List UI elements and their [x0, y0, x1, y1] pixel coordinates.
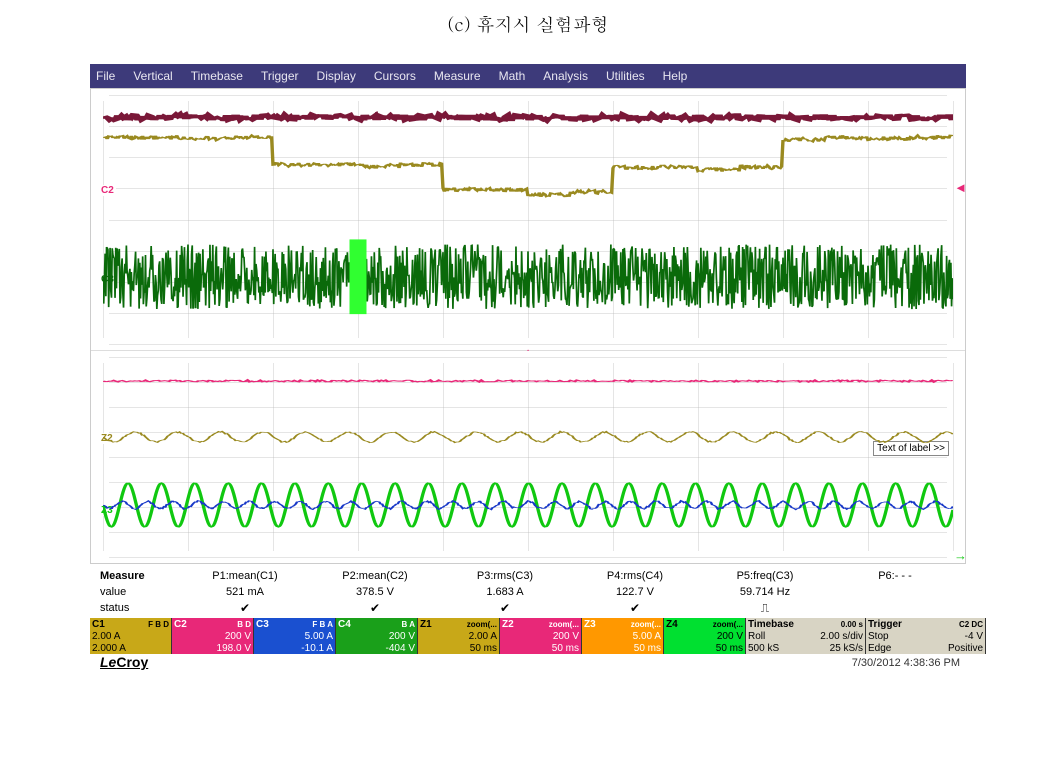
measure-name-0: P1:mean(C1) — [180, 570, 310, 582]
menu-help[interactable]: Help — [663, 69, 688, 83]
measure-header: Measure — [100, 570, 180, 582]
waveform-panel-bottom: Z2Z3Text of label >>→ — [91, 351, 965, 563]
channel-block-c2[interactable]: C2B D200 V198.0 V — [172, 618, 254, 654]
menu-measure[interactable]: Measure — [434, 69, 481, 83]
oscilloscope-app: File Vertical Timebase Trigger Display Cursor… — [90, 64, 966, 670]
menu-timebase[interactable]: Timebase — [191, 69, 243, 83]
measure-value-1: 378.5 V — [310, 586, 440, 598]
menu-math[interactable]: Math — [499, 69, 526, 83]
channel-block-z2[interactable]: Z2zoom(...200 V50 ms — [500, 618, 582, 654]
channel-descriptor-bar: C1F B D2.00 A2.000 AC2B D200 V198.0 VC3F… — [90, 618, 966, 654]
channel-block-c4[interactable]: C4B A200 V-404 V — [336, 618, 418, 654]
zoom-region-highlight — [350, 239, 367, 314]
measure-status-3: ✔ — [570, 601, 700, 616]
trace-z2-magenta — [103, 380, 953, 382]
menu-display[interactable]: Display — [317, 69, 356, 83]
menu-vertical[interactable]: Vertical — [133, 69, 172, 83]
measure-name-5: P6:- - - — [830, 570, 960, 582]
measurement-table: Measure P1:mean(C1)P2:mean(C2)P3:rms(C3)… — [90, 564, 966, 618]
trace-c2 — [103, 135, 953, 197]
trigger-level-marker[interactable]: ◄ — [954, 180, 967, 195]
measure-value-4: 59.714 Hz — [700, 586, 830, 598]
measure-row-value: value — [100, 586, 180, 598]
channel-block-c1[interactable]: C1F B D2.00 A2.000 A — [90, 618, 172, 654]
scope-display: C2C3◄▲ Z2Z3Text of label >>→ — [90, 88, 966, 564]
trace-c3 — [103, 245, 953, 310]
waveform-panel-top: C2C3◄▲ — [91, 89, 965, 351]
timestamp: 7/30/2012 4:38:36 PM — [852, 655, 966, 669]
menu-trigger[interactable]: Trigger — [261, 69, 299, 83]
measure-status-1: ✔ — [310, 601, 440, 616]
measure-status-0: ✔ — [180, 601, 310, 616]
trace-c1 — [103, 114, 953, 120]
trace-z3-blue — [103, 501, 953, 510]
measure-status-5 — [830, 601, 960, 616]
measure-name-3: P4:rms(C4) — [570, 570, 700, 582]
figure-caption: (c) 휴지시 실험파형 — [0, 12, 1056, 37]
measure-value-2: 1.683 A — [440, 586, 570, 598]
channel-block-z4[interactable]: Z4zoom(...200 V50 ms — [664, 618, 746, 654]
measure-value-5 — [830, 586, 960, 598]
measure-name-1: P2:mean(C2) — [310, 570, 440, 582]
measure-status-4: ⎍ — [700, 601, 830, 616]
channel-block-z1[interactable]: Z1zoom(...2.00 A50 ms — [418, 618, 500, 654]
menu-utilities[interactable]: Utilities — [606, 69, 645, 83]
measure-row-status: status — [100, 602, 180, 614]
menu-cursors[interactable]: Cursors — [374, 69, 416, 83]
measure-status-2: ✔ — [440, 601, 570, 616]
scroll-right-icon[interactable]: → — [954, 548, 967, 563]
trigger-block[interactable]: TriggerC2 DCStopEdge-4 VPositive — [866, 618, 986, 654]
measure-value-0: 521 mA — [180, 586, 310, 598]
brand-logo: LeCroy — [90, 654, 148, 670]
channel-block-z3[interactable]: Z3zoom(...5.00 A50 ms — [582, 618, 664, 654]
measure-name-2: P3:rms(C3) — [440, 570, 570, 582]
menu-analysis[interactable]: Analysis — [543, 69, 588, 83]
measure-value-3: 122.7 V — [570, 586, 700, 598]
measure-name-4: P5:freq(C3) — [700, 570, 830, 582]
timebase-block[interactable]: Timebase0.00 sRoll500 kS2.00 s/div25 kS/… — [746, 618, 866, 654]
menu-bar: File Vertical Timebase Trigger Display Cursor… — [90, 64, 966, 88]
trace-z2-olive — [103, 431, 953, 442]
channel-block-c3[interactable]: C3F B A5.00 A-10.1 A — [254, 618, 336, 654]
menu-file[interactable]: File — [96, 69, 115, 83]
